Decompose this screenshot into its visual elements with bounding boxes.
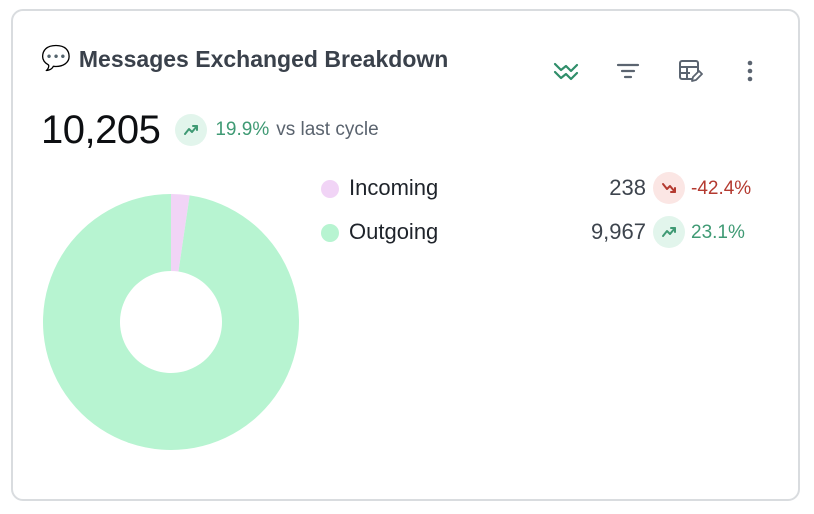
legend-value: 238 — [609, 175, 646, 200]
legend-dot-outgoing — [321, 224, 339, 242]
speech-bubble-icon: 💬 — [41, 45, 71, 72]
legend-item-incoming[interactable]: Incoming 238 -42.4% — [321, 171, 781, 215]
card-title: Messages Exchanged Breakdown — [78, 45, 449, 72]
total-trend-pct: 19.9% — [215, 119, 270, 140]
legend-pct: 23.1% — [691, 222, 745, 243]
total-trend-suffix: vs last cycle — [276, 119, 379, 140]
chart-legend: Incoming 238 -42.4% Outgoing 9,967 23.1% — [321, 171, 781, 259]
donut-slice-outgoing[interactable] — [42, 194, 299, 451]
chart-type-svg — [553, 62, 579, 81]
card-header: 💬 Messages Exchanged Breakdown — [41, 44, 448, 74]
total-value: 10,205 — [41, 107, 161, 152]
chart-type-icon[interactable] — [551, 56, 581, 86]
filter-svg — [616, 63, 640, 79]
trend-up-svg — [662, 227, 676, 237]
legend-label: Incoming — [349, 175, 439, 200]
more-vertical-svg — [747, 60, 753, 82]
legend-item-outgoing[interactable]: Outgoing 9,967 23.1% — [321, 215, 781, 259]
donut-slice-incoming[interactable] — [171, 194, 190, 272]
legend-dot-incoming — [321, 180, 339, 198]
summary-row: 10,205 19.9% vs last cycle — [41, 107, 379, 153]
trend-down-icon — [653, 172, 685, 204]
trend-down-svg — [662, 183, 676, 193]
legend-value: 9,967 — [590, 219, 646, 244]
table-edit-icon[interactable] — [675, 56, 705, 86]
filter-icon[interactable] — [613, 56, 643, 86]
more-vertical-icon[interactable] — [735, 56, 765, 86]
legend-label: Outgoing — [349, 219, 439, 244]
table-edit-svg — [679, 60, 703, 82]
trend-up-icon — [653, 216, 685, 248]
messages-breakdown-card: 💬 Messages Exchanged Breakdown — [11, 9, 800, 501]
trend-up-svg — [184, 125, 199, 135]
legend-pct: -42.4% — [691, 178, 752, 199]
trend-up-icon — [175, 114, 208, 146]
donut-chart — [42, 194, 299, 451]
